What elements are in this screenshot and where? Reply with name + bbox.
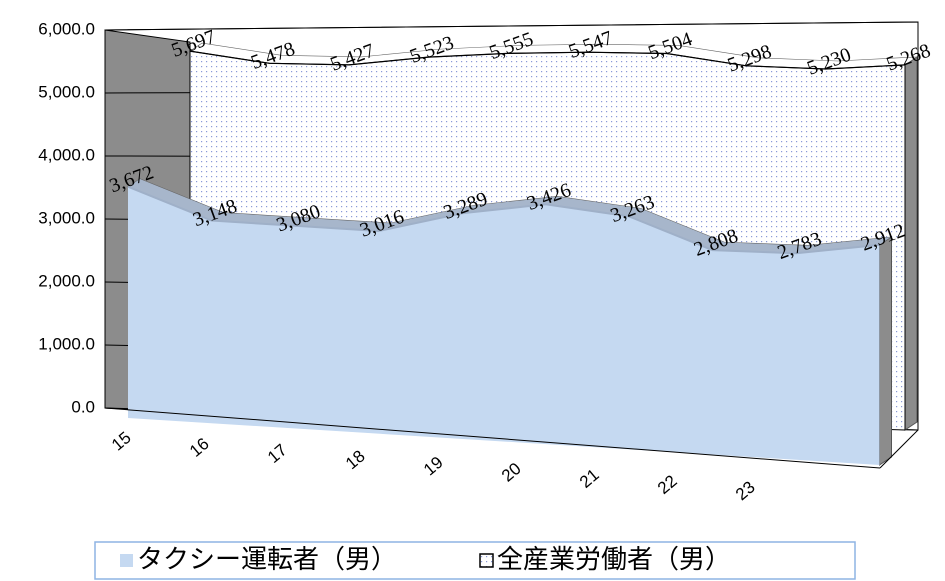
legend-marker — [479, 553, 494, 568]
legend-marker — [120, 554, 133, 567]
area-side — [879, 235, 892, 466]
y-tick-label: 0.0 — [71, 397, 95, 416]
x-tick-label: 18 — [342, 446, 369, 473]
legend-label: タクシー運転者（男） — [137, 545, 397, 574]
x-tick-label: 23 — [732, 477, 759, 504]
x-tick-label: 16 — [186, 434, 213, 461]
legend-label: 全産業労働者（男） — [497, 545, 731, 574]
y-tick-label: 6,000.0 — [38, 19, 95, 38]
grid-line — [104, 21, 919, 31]
floor-edge — [879, 429, 919, 469]
x-tick-label: 19 — [420, 453, 447, 480]
area — [128, 186, 880, 465]
y-tick-label: 3,000.0 — [38, 208, 95, 227]
x-tick-label: 15 — [108, 428, 135, 455]
x-tick-label: 20 — [498, 459, 525, 486]
y-tick-label: 4,000.0 — [38, 145, 95, 164]
y-tick-label: 2,000.0 — [38, 271, 95, 290]
area-edge — [127, 185, 880, 255]
floor-edge — [104, 407, 881, 469]
legend — [94, 541, 856, 580]
y-tick-label: 5,000.0 — [38, 82, 95, 101]
x-tick-label: 22 — [654, 471, 681, 498]
legend-items: タクシー運転者（男） 全産業労働者（男） — [120, 545, 731, 574]
x-tick-label: 17 — [264, 440, 291, 467]
area-edge — [189, 50, 906, 70]
area-side — [904, 55, 918, 431]
plot — [127, 42, 919, 466]
y-tick-label: 1,000.0 — [38, 334, 95, 353]
x-tick-label: 21 — [576, 465, 603, 492]
